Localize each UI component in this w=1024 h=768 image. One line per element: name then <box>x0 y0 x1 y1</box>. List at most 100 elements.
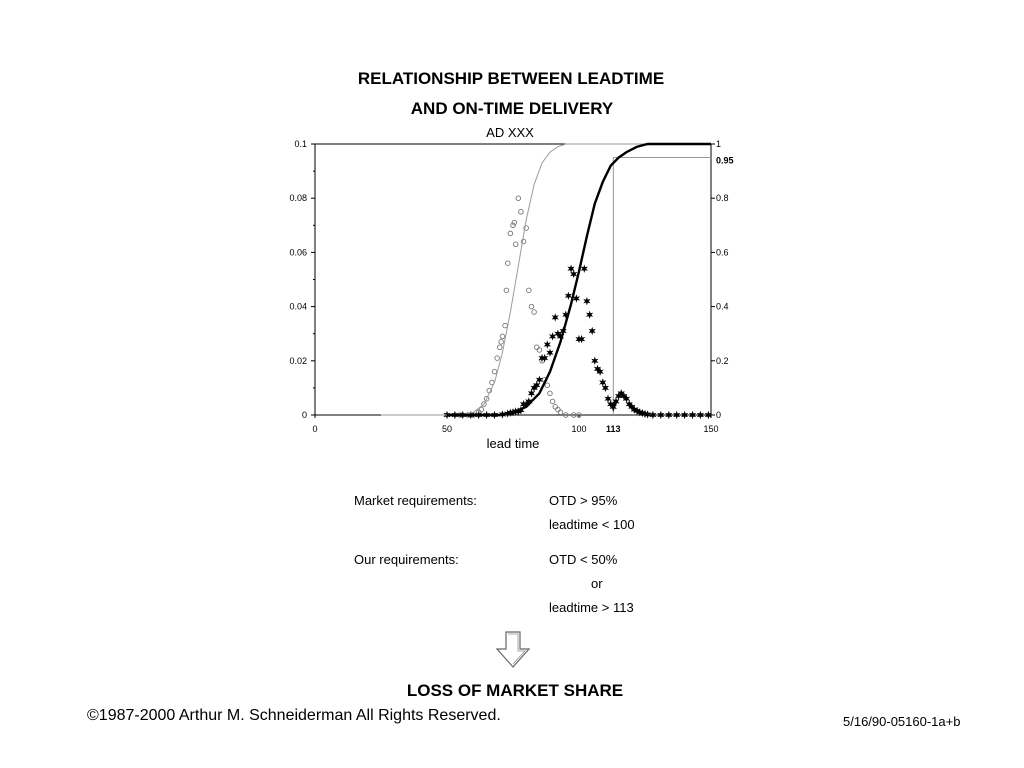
our-point <box>535 375 543 384</box>
x-axis: 0 50 100 113 150 <box>312 415 719 434</box>
our-point <box>530 383 538 393</box>
our-point <box>543 340 551 349</box>
our-point <box>591 356 599 365</box>
market-cdf-line <box>381 143 711 416</box>
market-point <box>483 395 490 402</box>
our-point <box>538 353 546 363</box>
our-point <box>585 310 594 319</box>
market-point <box>503 287 510 294</box>
plot-area <box>314 143 712 416</box>
market-point <box>536 347 543 353</box>
left-tick-label: 0.08 <box>289 193 307 203</box>
our-point <box>522 400 530 409</box>
market-point <box>544 382 551 388</box>
market-point <box>549 398 556 405</box>
our-point <box>599 378 607 387</box>
our-point <box>696 410 705 420</box>
our-point <box>541 353 549 363</box>
our-point <box>604 394 612 403</box>
our-point <box>612 397 620 406</box>
our-point <box>578 334 586 344</box>
our-point <box>615 391 623 401</box>
market-point <box>510 222 516 229</box>
our-point <box>546 348 554 357</box>
our-point <box>625 400 633 409</box>
x-tick-label: 50 <box>442 424 452 434</box>
our-point <box>620 391 628 401</box>
our-point <box>628 402 636 412</box>
document-id: 5/16/90-05160-1a+b <box>843 714 961 729</box>
our-point <box>549 332 557 341</box>
our-requirements-label: Our requirements: <box>354 552 459 567</box>
x-axis-label: lead time <box>487 436 540 451</box>
our-point <box>551 313 559 322</box>
right-tick-label: 0.6 <box>716 247 729 257</box>
left-tick-label: 0.1 <box>294 139 307 149</box>
our-point <box>519 400 528 409</box>
market-point <box>534 344 540 351</box>
our-point <box>572 294 580 303</box>
our-point <box>644 410 652 419</box>
market-point <box>504 260 511 266</box>
conclusion: LOSS OF MARKET SHARE <box>406 681 624 700</box>
market-point <box>478 406 485 413</box>
our-point <box>583 297 591 306</box>
right-axis: 0 0.2 0.4 0.6 0.8 0.95 1 <box>711 139 734 420</box>
target-leadtime-label: 113 <box>606 424 621 434</box>
market-point <box>520 238 527 245</box>
down-arrow-icon <box>495 631 532 674</box>
our-point <box>638 408 646 418</box>
x-tick-label: 150 <box>703 424 718 434</box>
market-point <box>507 230 514 237</box>
our-point <box>641 409 649 419</box>
market-point <box>552 404 558 410</box>
target-otd-label: 0.95 <box>716 156 734 166</box>
chart-title-line1: RELATIONSHIP BETWEEN LEADTIME <box>357 69 665 88</box>
chart-subtitle: AD XXX <box>486 125 534 140</box>
our-point <box>657 410 665 420</box>
our-point <box>665 410 673 420</box>
market-point <box>528 303 535 310</box>
our-point <box>607 400 615 409</box>
market-point <box>547 390 553 397</box>
market-point <box>557 409 564 416</box>
market-point <box>515 195 522 201</box>
our-leadtime: leadtime > 113 <box>549 600 634 615</box>
market-point <box>481 401 487 407</box>
our-point <box>596 367 604 376</box>
our-point <box>593 364 602 374</box>
market-point <box>531 309 537 315</box>
our-point <box>704 410 712 420</box>
left-tick-label: 0.02 <box>289 356 307 366</box>
market-point <box>523 225 529 231</box>
left-axis: 0 0.02 0.04 0.06 0.08 0.1 <box>289 139 315 420</box>
series-layer <box>381 142 712 420</box>
our-point <box>681 410 689 420</box>
our-point <box>688 410 697 420</box>
our-point <box>525 397 533 406</box>
our-point <box>570 269 578 279</box>
our-point <box>562 310 570 319</box>
our-point <box>564 291 573 300</box>
our-point <box>567 264 575 273</box>
left-tick-label: 0.04 <box>289 302 307 312</box>
x-tick-label: 0 <box>312 424 317 434</box>
our-point <box>527 389 536 398</box>
market-point <box>499 333 506 340</box>
market-point <box>518 208 524 215</box>
our-point <box>636 408 644 417</box>
our-point <box>554 329 562 338</box>
our-point <box>580 264 588 273</box>
copyright: ©1987-2000 Arthur M. Schneiderman All Ri… <box>87 707 501 724</box>
our-point <box>622 394 631 403</box>
our-point <box>601 383 609 393</box>
our-point <box>533 381 541 390</box>
market-leadtime: leadtime < 100 <box>549 517 635 532</box>
market-requirements-label: Market requirements: <box>354 493 477 508</box>
right-tick-label: 0.4 <box>716 302 729 312</box>
market-point <box>563 412 569 418</box>
market-point <box>494 355 500 361</box>
market-point <box>498 339 504 345</box>
our-or: or <box>591 576 603 591</box>
our-point <box>556 332 565 341</box>
